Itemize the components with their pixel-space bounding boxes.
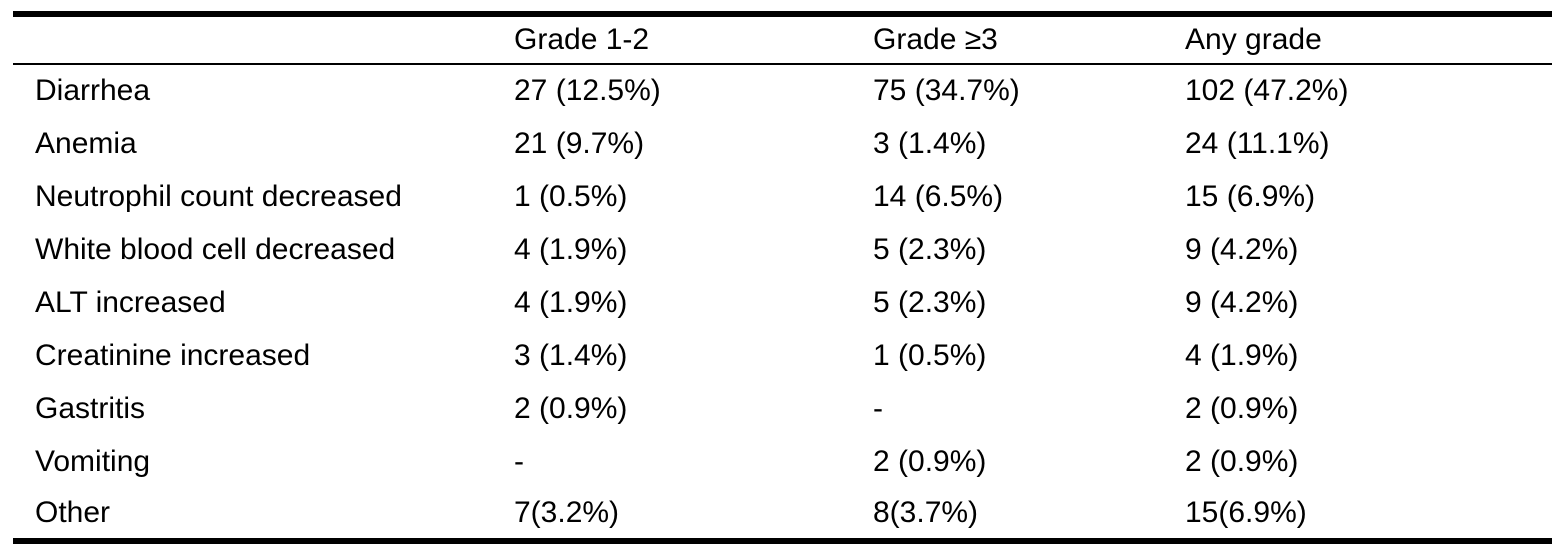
cell-grade-1-2: 4 (1.9%) (514, 232, 628, 266)
cell-grade-1-2: 1 (0.5%) (514, 179, 628, 213)
table-row-vomiting: Vomiting - 2 (0.9%) 2 (0.9%) (13, 435, 1552, 488)
cell-grade-1-2: 3 (1.4%) (514, 338, 628, 372)
table-row-gastritis: Gastritis 2 (0.9%) - 2 (0.9%) (13, 382, 1552, 435)
row-label: White blood cell decreased (35, 232, 396, 266)
cell-any-grade: 102 (47.2%) (1185, 74, 1349, 107)
table-row-neutrophil-count-decreased: Neutrophil count decreased 1 (0.5%) 14 (… (13, 170, 1552, 223)
cell-grade-ge3: - (873, 391, 883, 425)
row-label: Creatinine increased (35, 338, 311, 372)
column-header-any-grade: Any grade (1185, 23, 1322, 56)
row-label: Anemia (35, 126, 137, 160)
table-header-row: Grade 1-2 Grade ≥3 Any grade (13, 14, 1552, 64)
adverse-events-table-wrap: Grade 1-2 Grade ≥3 Any grade Diarrhea 27… (13, 11, 1552, 544)
cell-grade-ge3: 2 (0.9%) (873, 444, 987, 478)
table-row-alt-increased: ALT increased 4 (1.9%) 5 (2.3%) 9 (4.2%) (13, 276, 1552, 329)
table-row-diarrhea: Diarrhea 27 (12.5%) 75 (34.7%) 102 (47.2… (13, 64, 1552, 117)
row-label: Neutrophil count decreased (35, 179, 402, 213)
row-label: Vomiting (35, 444, 151, 478)
cell-grade-1-2: 27 (12.5%) (514, 74, 661, 107)
cell-grade-ge3: 5 (2.3%) (873, 285, 987, 319)
table-row-other: Other 7(3.2%) 8(3.7%) 15(6.9%) (13, 488, 1552, 541)
cell-grade-1-2: 7(3.2%) (514, 496, 620, 529)
cell-any-grade: 2 (0.9%) (1185, 391, 1299, 425)
cell-any-grade: 15 (6.9%) (1185, 179, 1316, 213)
column-header-grade-1-2: Grade 1-2 (514, 23, 650, 56)
cell-any-grade: 24 (11.1%) (1185, 126, 1330, 160)
table-row-white-blood-cell-decreased: White blood cell decreased 4 (1.9%) 5 (2… (13, 223, 1552, 276)
column-header-empty (13, 14, 514, 64)
cell-any-grade: 4 (1.9%) (1185, 338, 1299, 372)
row-label: Gastritis (35, 391, 146, 425)
cell-grade-1-2: - (514, 444, 524, 478)
cell-any-grade: 15(6.9%) (1185, 496, 1307, 529)
cell-grade-ge3: 1 (0.5%) (873, 338, 987, 372)
cell-any-grade: 9 (4.2%) (1185, 232, 1299, 266)
cell-grade-ge3: 75 (34.7%) (873, 74, 1020, 107)
table-row-creatinine-increased: Creatinine increased 3 (1.4%) 1 (0.5%) 4… (13, 329, 1552, 382)
cell-any-grade: 2 (0.9%) (1185, 444, 1299, 478)
cell-grade-ge3: 8(3.7%) (873, 496, 979, 529)
cell-any-grade: 9 (4.2%) (1185, 285, 1299, 319)
cell-grade-1-2: 2 (0.9%) (514, 391, 628, 425)
row-label: Other (35, 496, 111, 529)
row-label: ALT increased (35, 285, 226, 319)
adverse-events-table: Grade 1-2 Grade ≥3 Any grade Diarrhea 27… (13, 11, 1552, 544)
cell-grade-ge3: 3 (1.4%) (873, 126, 987, 160)
column-header-grade-ge3: Grade ≥3 (873, 23, 998, 56)
table-row-anemia: Anemia 21 (9.7%) 3 (1.4%) 24 (11.1%) (13, 117, 1552, 170)
row-label: Diarrhea (35, 74, 151, 107)
cell-grade-1-2: 21 (9.7%) (514, 126, 645, 160)
cell-grade-1-2: 4 (1.9%) (514, 285, 628, 319)
cell-grade-ge3: 14 (6.5%) (873, 179, 1004, 213)
cell-grade-ge3: 5 (2.3%) (873, 232, 987, 266)
